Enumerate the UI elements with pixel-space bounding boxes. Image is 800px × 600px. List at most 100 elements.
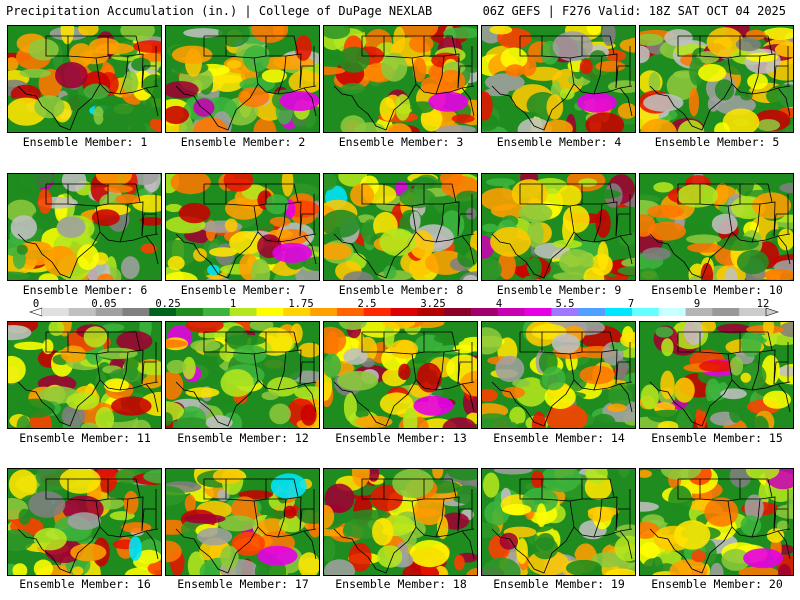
precip-contour — [121, 256, 140, 279]
precip-contour — [729, 356, 744, 376]
precipitation-map — [324, 26, 477, 132]
precip-contour — [13, 341, 46, 350]
precip-contour — [8, 325, 32, 341]
state-border — [333, 35, 417, 131]
precip-contour — [738, 566, 779, 575]
precip-contour — [674, 377, 695, 403]
colorbar-segment — [68, 308, 96, 316]
precip-contour — [166, 540, 182, 563]
state-border — [203, 332, 226, 353]
colorbar-segment — [310, 308, 338, 316]
precip-contour — [138, 98, 153, 115]
state-border — [457, 508, 472, 532]
precip-contour — [661, 338, 674, 357]
state-border — [700, 183, 741, 207]
precip-contour — [128, 536, 142, 561]
precipitation-map — [8, 26, 161, 132]
precip-contour — [774, 42, 793, 58]
precip-contour — [541, 469, 582, 493]
ensemble-map-panel — [7, 25, 162, 133]
state-border — [17, 183, 101, 279]
precip-contour — [502, 503, 532, 515]
precip-contour — [500, 47, 528, 70]
precip-contour — [482, 522, 500, 538]
precip-contour — [640, 45, 650, 64]
precip-contour — [482, 91, 493, 121]
colorbar-segment — [471, 308, 499, 316]
state-border — [68, 331, 109, 355]
state-border — [731, 379, 791, 391]
precip-contour — [83, 326, 108, 348]
precip-contour — [267, 377, 298, 397]
precip-contour — [409, 211, 421, 231]
state-border — [257, 231, 317, 243]
ensemble-member-caption: Ensemble Member: 9 — [496, 283, 622, 297]
precip-contour — [668, 485, 693, 515]
precip-contour — [490, 226, 531, 257]
colorbar-segment — [229, 308, 257, 316]
precip-contour — [689, 57, 704, 86]
precip-contour — [400, 26, 439, 40]
state-border — [45, 36, 68, 57]
precip-contour — [93, 106, 104, 125]
ensemble-map-panel — [481, 468, 636, 576]
precip-contour — [552, 31, 593, 62]
precip-contour — [17, 398, 55, 418]
precip-contour — [432, 469, 444, 480]
precip-contour — [324, 242, 352, 260]
precip-contour — [260, 222, 275, 232]
state-border — [266, 203, 287, 243]
precip-contour — [38, 188, 53, 214]
ensemble-member-caption: Ensemble Member: 14 — [493, 431, 625, 445]
state-border — [582, 498, 603, 538]
precip-contour — [197, 527, 233, 546]
precip-contour — [97, 273, 114, 280]
precip-contour — [166, 203, 183, 213]
precip-contour — [59, 469, 101, 494]
precipitation-map — [640, 174, 793, 280]
precip-contour — [115, 194, 140, 205]
precip-contour — [324, 353, 341, 379]
precip-contour — [78, 26, 99, 37]
precip-contour — [698, 360, 736, 373]
ensemble-map-panel — [639, 321, 794, 429]
precip-contour — [614, 535, 635, 562]
state-border — [141, 213, 156, 237]
precip-contour — [710, 562, 724, 575]
state-border — [108, 498, 129, 538]
state-border — [141, 508, 156, 532]
precip-contour — [392, 469, 434, 498]
precip-contour — [591, 552, 625, 568]
precip-contour — [367, 469, 380, 482]
state-border — [773, 361, 788, 385]
state-border — [226, 478, 267, 502]
state-border — [266, 351, 287, 391]
precip-contour — [482, 188, 520, 211]
precip-contour — [664, 29, 693, 47]
state-border — [777, 87, 791, 117]
precip-contour — [436, 515, 449, 540]
precip-contour — [66, 392, 100, 410]
colorbar-segment — [658, 308, 686, 316]
precip-contour — [511, 179, 548, 208]
precip-contour — [677, 183, 718, 208]
precip-contour — [729, 469, 752, 488]
precip-contour — [393, 26, 406, 54]
ensemble-member-caption: Ensemble Member: 16 — [19, 577, 151, 591]
ensemble-member-caption: Ensemble Member: 17 — [177, 577, 309, 591]
precipitation-map — [324, 174, 477, 280]
precip-contour — [585, 469, 608, 484]
precipitation-map — [640, 322, 793, 428]
ensemble-member-caption: Ensemble Member: 3 — [338, 135, 464, 149]
precip-contour — [231, 496, 258, 522]
precip-contour — [531, 411, 546, 428]
precip-contour — [170, 174, 211, 195]
precip-contour — [104, 378, 129, 393]
ensemble-map-panel — [165, 173, 320, 281]
precip-contour — [466, 567, 477, 575]
state-border — [519, 479, 542, 500]
state-border — [45, 479, 68, 500]
precip-contour — [193, 98, 215, 117]
precip-contour — [56, 216, 86, 238]
precip-contour — [722, 108, 760, 132]
